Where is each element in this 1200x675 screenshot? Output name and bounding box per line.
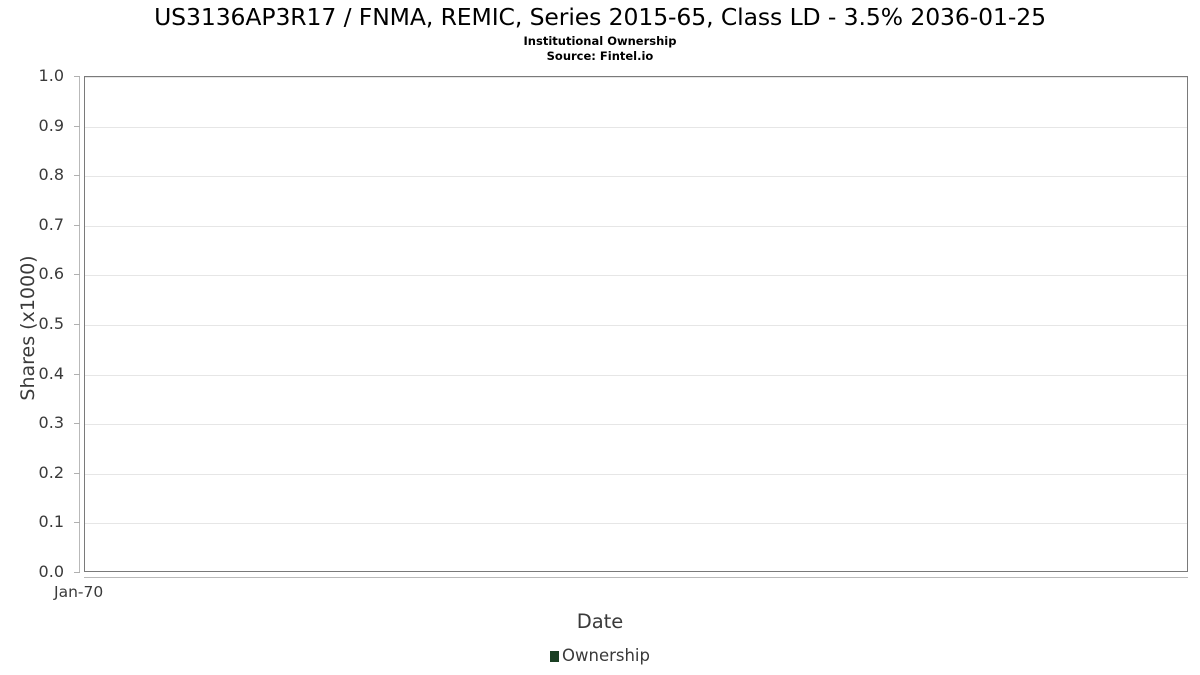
y-tick-label: 0.4 — [38, 364, 64, 383]
page-title: US3136AP3R17 / FNMA, REMIC, Series 2015-… — [154, 3, 1046, 31]
plot-area — [84, 76, 1188, 572]
x-axis-line — [84, 577, 1188, 578]
y-tick-label: 0.0 — [38, 562, 64, 581]
y-tick-label: 0.8 — [38, 165, 64, 184]
y-axis-tick-mark — [74, 175, 80, 176]
gridline — [85, 325, 1187, 326]
legend-item[interactable]: Ownership — [550, 646, 650, 665]
y-tick-label: 0.2 — [38, 463, 64, 482]
gridline — [85, 275, 1187, 276]
y-tick-label: 0.6 — [38, 264, 64, 283]
y-axis-tick-mark — [74, 374, 80, 375]
y-axis-tick-mark — [74, 572, 80, 573]
y-axis-tick-mark — [74, 225, 80, 226]
y-tick-label: 0.3 — [38, 413, 64, 432]
y-axis-tick-mark — [74, 274, 80, 275]
gridline — [85, 77, 1187, 78]
y-axis-tick-mark — [74, 473, 80, 474]
gridline — [85, 127, 1187, 128]
gridline — [85, 226, 1187, 227]
gridline — [85, 474, 1187, 475]
x-tick-label-jan-70: Jan-70 — [54, 583, 104, 601]
chart-legend: Ownership — [0, 646, 1200, 665]
y-tick-label: 0.9 — [38, 116, 64, 135]
x-axis-title: Date — [576, 610, 624, 633]
y-tick-label: 1.0 — [38, 66, 64, 85]
gridline — [85, 176, 1187, 177]
legend-swatch-icon — [550, 650, 559, 662]
y-tick-label: 0.7 — [38, 215, 64, 234]
y-axis-tick-mark — [74, 76, 80, 77]
chart-source-attribution: Source: Fintel.io — [546, 49, 654, 63]
y-axis-title: Shares (x1000) — [17, 255, 39, 401]
gridline — [85, 424, 1187, 425]
y-axis-tick-mark — [74, 126, 80, 127]
gridline — [85, 523, 1187, 524]
y-tick-label: 0.1 — [38, 512, 64, 531]
y-tick-label: 0.5 — [38, 314, 64, 333]
y-axis-tick-mark — [74, 423, 80, 424]
gridline — [85, 375, 1187, 376]
legend-item-label: Ownership — [562, 646, 650, 665]
y-axis-tick-mark — [74, 324, 80, 325]
chart-subtitle: Institutional Ownership — [523, 34, 677, 48]
y-axis-tick-mark — [74, 522, 80, 523]
